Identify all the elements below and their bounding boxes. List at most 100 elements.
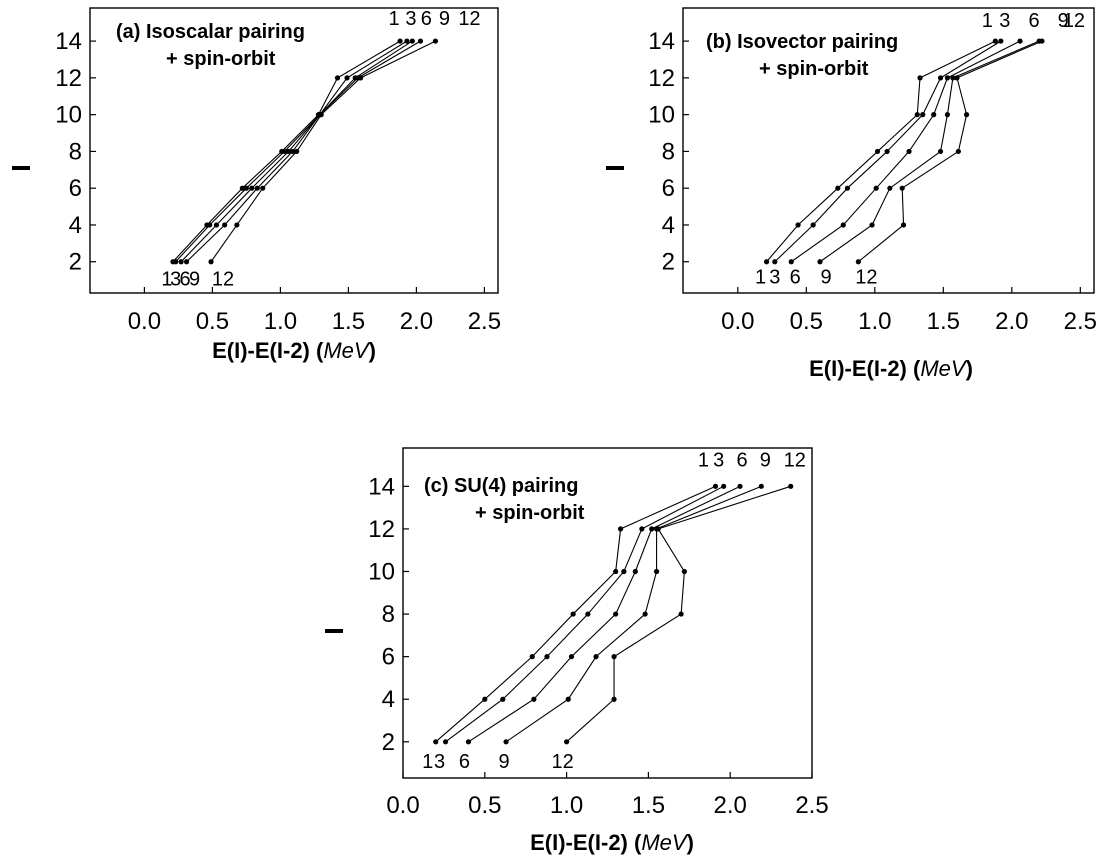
series-label-bottom: 1 xyxy=(422,751,433,773)
data-point xyxy=(900,222,907,228)
series-label-bottom: 9 xyxy=(189,269,200,291)
data-point xyxy=(531,696,537,702)
data-point xyxy=(500,696,506,702)
axis-ticks: 0.0 0.5 1.0 1.5 2.0 2.5 2 4 6 8 10 12 14 xyxy=(55,28,501,335)
data-point xyxy=(417,38,424,44)
data-point xyxy=(763,259,770,265)
series-label-bottom: 1 xyxy=(161,269,172,291)
data-point xyxy=(613,611,619,617)
data-point xyxy=(565,696,571,702)
series-label-top: 12 xyxy=(784,449,806,471)
data-point xyxy=(173,259,179,265)
x-axis-label-end: ) xyxy=(966,356,973,381)
data-point xyxy=(239,185,245,191)
series-label-bottom: 1 xyxy=(755,267,766,289)
data-point xyxy=(503,739,509,745)
data-point xyxy=(570,611,576,617)
x-tick-label: 1.5 xyxy=(632,792,665,819)
data-point xyxy=(397,38,403,44)
data-point xyxy=(1039,38,1045,44)
y-tick-label: 14 xyxy=(648,28,675,55)
data-point xyxy=(621,568,627,575)
x-tick-label: 2.0 xyxy=(714,792,747,819)
x-axis-label: E(I)-E(I-2) (MeV) xyxy=(212,338,376,363)
panel-title-line2: + spin-orbit xyxy=(166,48,276,70)
x-axis-label-unit: MeV xyxy=(920,356,968,381)
data-point xyxy=(772,259,778,265)
data-point xyxy=(294,148,300,155)
data-point xyxy=(611,654,617,660)
plot-area-frame xyxy=(89,7,499,294)
x-tick-label: 2.0 xyxy=(995,308,1028,335)
data-point xyxy=(998,38,1004,44)
series-label-bottom: 12 xyxy=(551,751,573,773)
data-point xyxy=(681,568,687,575)
data-point xyxy=(950,75,956,81)
series-label-top: 6 xyxy=(421,8,432,30)
series-line-12 xyxy=(210,40,436,263)
x-tick-label: 1.5 xyxy=(927,308,960,335)
series-group xyxy=(170,38,439,265)
series-label-bottom: 9 xyxy=(820,267,831,289)
series-label-top: 1 xyxy=(982,10,993,32)
y-tick-label: 12 xyxy=(648,65,675,92)
y-tick-label: 6 xyxy=(382,644,395,671)
data-point xyxy=(529,654,535,660)
y-tick-label: 14 xyxy=(368,473,395,500)
data-point xyxy=(285,148,292,155)
data-point xyxy=(906,148,912,155)
series-label-bottom: 6 xyxy=(459,751,470,773)
panel-title-line1: (c) SU(4) pairing xyxy=(424,475,578,497)
data-point xyxy=(208,259,214,265)
series-label-top: 12 xyxy=(458,8,480,30)
y-tick-label: 2 xyxy=(382,729,395,756)
data-point xyxy=(721,483,727,489)
data-point xyxy=(937,148,944,155)
y-tick-label: 12 xyxy=(55,65,82,92)
series-label-top: 6 xyxy=(736,449,747,471)
series-label-bottom: 6 xyxy=(790,267,801,289)
data-point xyxy=(810,222,816,228)
data-point xyxy=(835,185,841,191)
x-axis-label-main: E(I)-E(I-2) ( xyxy=(809,356,921,381)
data-point xyxy=(917,75,923,81)
data-point xyxy=(568,654,575,660)
plot-area-frame xyxy=(402,447,813,779)
x-tick-label: 0.0 xyxy=(386,792,419,819)
data-point xyxy=(585,611,591,617)
series-label-top: 1 xyxy=(698,449,709,471)
x-axis-label-unit: MeV xyxy=(323,338,371,363)
x-tick-label: 1.0 xyxy=(264,308,297,335)
y-tick-label: 10 xyxy=(368,558,395,585)
plot-area-frame xyxy=(682,7,1095,294)
data-point xyxy=(617,526,624,532)
series-label-bottom: 3 xyxy=(769,267,780,289)
data-point xyxy=(855,259,861,265)
series-group xyxy=(433,483,794,745)
y-tick-label: 4 xyxy=(382,686,395,713)
x-tick-label: 2.5 xyxy=(468,308,501,335)
data-point xyxy=(844,185,851,191)
data-point xyxy=(920,112,926,118)
data-point xyxy=(840,222,846,228)
data-point xyxy=(795,222,801,228)
data-point xyxy=(653,568,660,575)
y-tick-label: 4 xyxy=(662,212,675,239)
x-axis-label-end: ) xyxy=(369,338,376,363)
data-point xyxy=(649,526,655,532)
x-tick-label: 2.5 xyxy=(1064,308,1097,335)
data-point xyxy=(611,696,617,702)
y-tick-label: 10 xyxy=(55,102,82,129)
y-tick-label: 8 xyxy=(662,138,675,165)
data-point xyxy=(869,222,875,228)
data-point xyxy=(178,259,184,265)
series-label-bottom: 9 xyxy=(499,751,510,773)
y-tick-label: 2 xyxy=(662,249,675,276)
x-axis-label: E(I)-E(I-2) (MeV) xyxy=(530,830,694,855)
data-point xyxy=(678,611,684,617)
data-point xyxy=(465,739,472,745)
x-tick-label: 2.0 xyxy=(400,308,433,335)
